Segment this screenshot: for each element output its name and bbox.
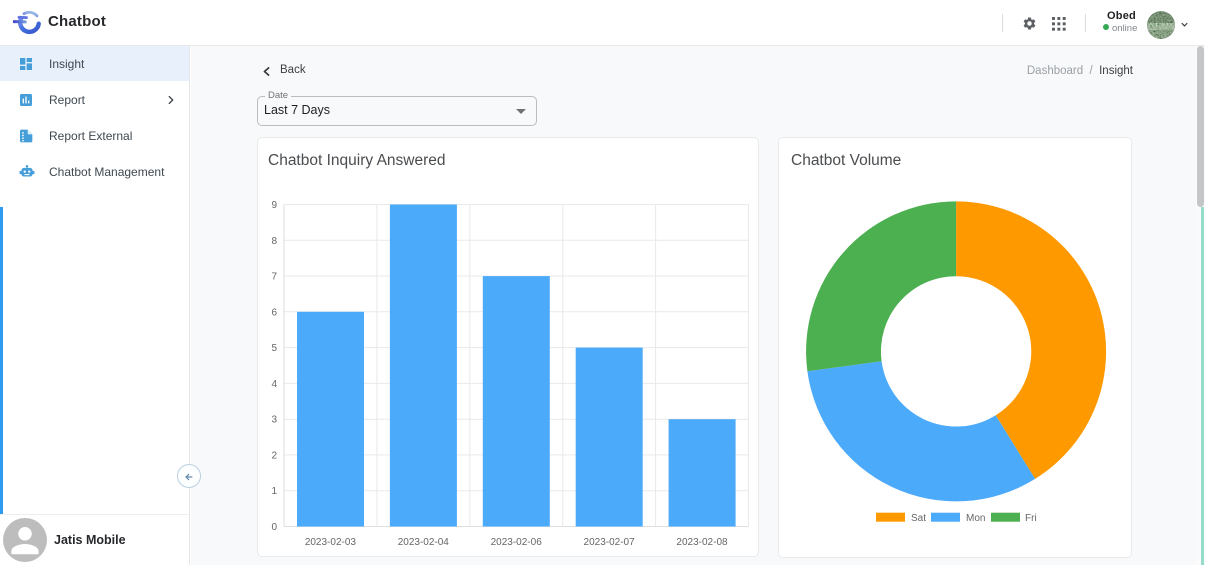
svg-text:6: 6 [271, 307, 277, 318]
svg-text:Fri: Fri [1025, 513, 1037, 524]
svg-text:0: 0 [271, 522, 277, 533]
svg-text:4: 4 [271, 379, 277, 390]
svg-text:2023-02-08: 2023-02-08 [676, 537, 728, 548]
svg-text:Mon: Mon [966, 513, 985, 524]
svg-text:9: 9 [271, 200, 277, 211]
svg-text:3: 3 [271, 415, 277, 426]
svg-text:8: 8 [271, 236, 277, 247]
svg-text:1: 1 [271, 486, 277, 497]
svg-text:2023-02-04: 2023-02-04 [398, 537, 450, 548]
svg-text:2023-02-06: 2023-02-06 [491, 537, 543, 548]
svg-text:2023-02-07: 2023-02-07 [584, 537, 636, 548]
svg-text:7: 7 [271, 272, 277, 283]
svg-text:2: 2 [271, 450, 277, 461]
svg-text:5: 5 [271, 343, 277, 354]
svg-text:Sat: Sat [911, 513, 926, 524]
svg-text:2023-02-03: 2023-02-03 [305, 537, 357, 548]
